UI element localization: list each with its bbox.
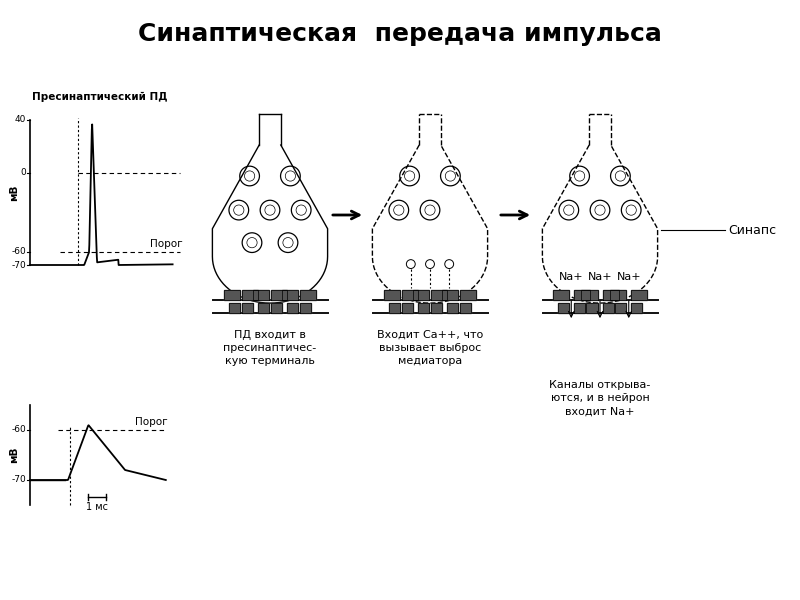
Polygon shape [631, 303, 642, 313]
Text: ПД входит в
пресинаптичес-
кую терминаль: ПД входит в пресинаптичес- кую терминаль [223, 330, 317, 367]
Polygon shape [558, 303, 569, 313]
Text: 40: 40 [14, 115, 26, 124]
Polygon shape [460, 303, 471, 313]
Text: Na+: Na+ [588, 272, 612, 282]
Text: Порог: Порог [150, 239, 183, 249]
Text: мВ: мВ [9, 447, 19, 463]
Text: Порог: Порог [135, 417, 168, 427]
Text: Na+: Na+ [617, 272, 641, 282]
Polygon shape [431, 290, 447, 300]
Polygon shape [229, 303, 240, 313]
Polygon shape [384, 290, 400, 300]
Text: мВ: мВ [9, 184, 19, 201]
Polygon shape [574, 290, 590, 300]
Polygon shape [402, 303, 414, 313]
Polygon shape [300, 290, 316, 300]
Polygon shape [271, 290, 287, 300]
Polygon shape [602, 290, 618, 300]
Text: -70: -70 [11, 260, 26, 269]
Polygon shape [574, 303, 585, 313]
Polygon shape [242, 303, 254, 313]
Text: Na+: Na+ [559, 272, 583, 282]
Text: -60: -60 [11, 247, 26, 256]
Polygon shape [224, 290, 240, 300]
Text: -60: -60 [11, 425, 26, 434]
Polygon shape [610, 290, 626, 300]
Text: Синапс: Синапс [728, 223, 776, 236]
Text: 1 мс: 1 мс [86, 502, 108, 512]
Polygon shape [253, 290, 269, 300]
Polygon shape [582, 290, 598, 300]
Polygon shape [631, 290, 647, 300]
Polygon shape [258, 303, 269, 313]
Polygon shape [586, 303, 598, 313]
Polygon shape [413, 290, 429, 300]
Polygon shape [389, 303, 400, 313]
Text: 0: 0 [20, 168, 26, 177]
Polygon shape [286, 303, 298, 313]
Polygon shape [282, 290, 298, 300]
Polygon shape [460, 290, 476, 300]
Text: Синаптическая  передача импульса: Синаптическая передача импульса [138, 22, 662, 46]
Polygon shape [402, 290, 418, 300]
Polygon shape [446, 303, 458, 313]
Polygon shape [553, 290, 569, 300]
Polygon shape [300, 303, 311, 313]
Text: Каналы открыва-
ются, и в нейрон
входит Na+: Каналы открыва- ются, и в нейрон входит … [550, 380, 650, 416]
Polygon shape [615, 303, 626, 313]
Polygon shape [271, 303, 282, 313]
Text: Пресинаптический ПД: Пресинаптический ПД [32, 92, 167, 102]
Text: Входит Ca++, что
вызывает выброс
медиатора: Входит Ca++, что вызывает выброс медиато… [377, 330, 483, 367]
Polygon shape [418, 303, 429, 313]
Text: -70: -70 [11, 475, 26, 485]
Polygon shape [442, 290, 458, 300]
Polygon shape [431, 303, 442, 313]
Polygon shape [602, 303, 614, 313]
Polygon shape [242, 290, 258, 300]
